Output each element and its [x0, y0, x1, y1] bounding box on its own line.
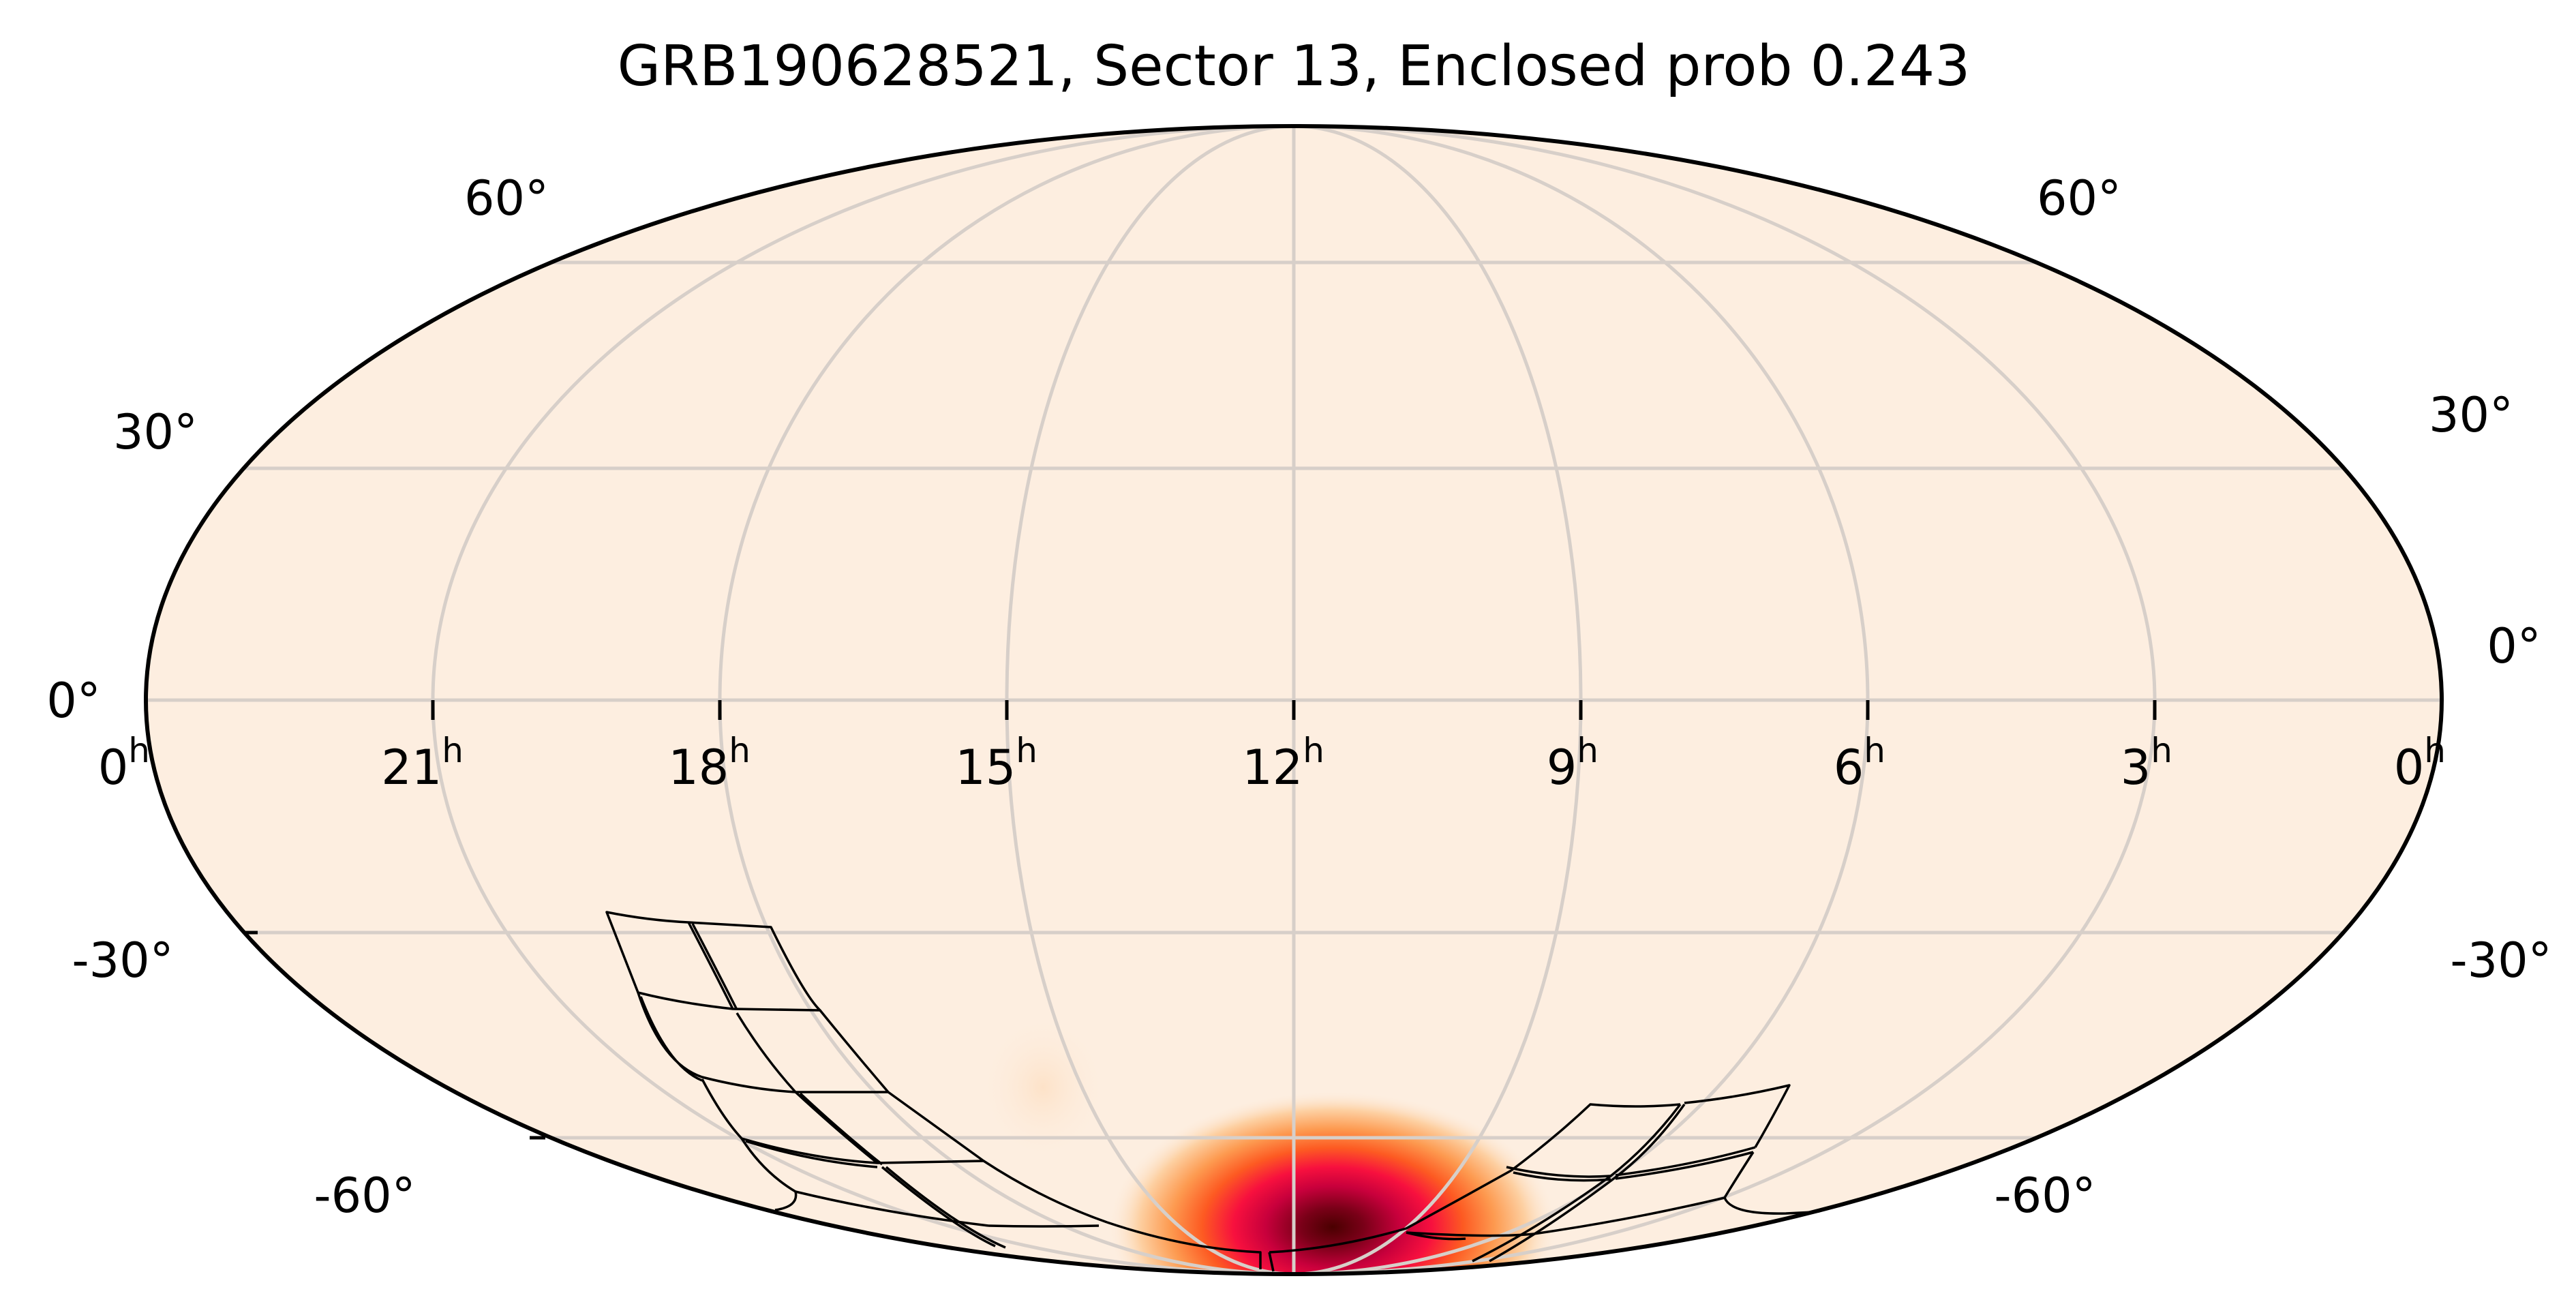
ra-label-15h: 15 [955, 740, 1016, 796]
chart-title: GRB190628521, Sector 13, Enclosed prob 0… [618, 34, 1971, 99]
ra-label-6h: 6 [1834, 740, 1864, 796]
ra-label-3h: 3 [2121, 740, 2151, 796]
tess-footprint-right [1406, 1084, 1814, 1263]
svg-text:6h: 6h [1834, 731, 1885, 796]
svg-text:15h: 15h [955, 731, 1037, 796]
ra-label-18h: 18 [668, 740, 729, 796]
ra-ticks [431, 700, 2157, 720]
dec-label-left-60: 60° [464, 170, 549, 226]
dec-label-right-m30: -30° [2450, 933, 2551, 988]
probability-peak [1108, 1091, 1558, 1274]
svg-text:0h: 0h [2394, 731, 2446, 796]
dec-label-right-m60: -60° [1994, 1168, 2095, 1224]
ra-unit: h [2424, 731, 2446, 770]
ra-label-12h: 12 [1242, 740, 1303, 796]
ra-label-0h-right: 0 [2394, 740, 2425, 796]
ra-unit: h [442, 731, 464, 770]
ra-unit: h [1303, 731, 1324, 770]
svg-text:18h: 18h [668, 731, 751, 796]
tess-footprint-left [605, 911, 1512, 1272]
probability-map [978, 1012, 1558, 1274]
ra-unit: h [1577, 731, 1598, 770]
dec-label-right-60: 60° [2037, 170, 2121, 226]
dec-label-left-0: 0° [46, 673, 101, 729]
svg-text:3h: 3h [2121, 731, 2172, 796]
dec-label-right-30: 30° [2429, 387, 2513, 443]
dec-labels-right: 60° 30° 0° -30° -60° [1994, 170, 2551, 1224]
dec-labels-left: 60° 30° 0° -30° -60° [46, 170, 549, 1224]
dec-label-left-m30: -30° [72, 933, 173, 988]
svg-text:21h: 21h [381, 731, 464, 796]
ra-unit: h [1864, 731, 1885, 770]
dec-label-left-30: 30° [113, 404, 198, 460]
sky-boundary [144, 124, 2444, 1276]
ra-unit: h [128, 731, 150, 770]
dec-label-right-0: 0° [2487, 618, 2541, 674]
ra-labels: 0h 21h 18h 15h 12h 9h 6h 3h 0h [98, 731, 2446, 796]
ra-unit: h [729, 731, 751, 770]
ra-unit: h [1016, 731, 1037, 770]
ra-label-0h-left: 0 [98, 740, 129, 796]
dec-ticks [244, 931, 545, 1140]
dec-label-left-m60: -60° [314, 1168, 415, 1224]
svg-text:0h: 0h [98, 731, 150, 796]
faint-probability-feature [978, 1012, 1108, 1162]
ra-label-21h: 21 [381, 740, 442, 796]
svg-text:9h: 9h [1547, 731, 1598, 796]
ra-unit: h [2151, 731, 2172, 770]
ra-label-9h: 9 [1547, 740, 1577, 796]
svg-text:12h: 12h [1242, 731, 1324, 796]
